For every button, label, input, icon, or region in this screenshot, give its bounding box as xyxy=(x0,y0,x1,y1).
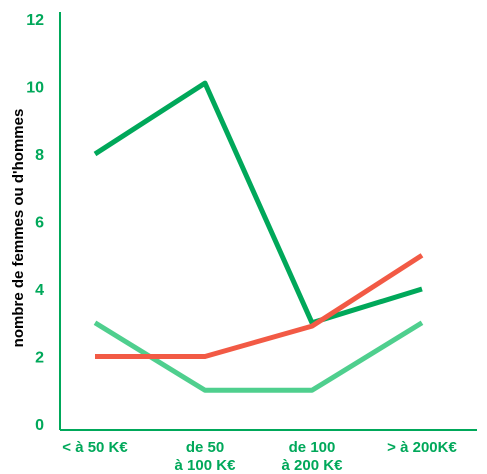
x-tick-label-line: de 50 xyxy=(186,439,224,456)
x-tick-label-line: < à 50 K€ xyxy=(62,439,128,456)
x-tick-label: de 100 à 200 K€ xyxy=(282,439,344,474)
x-tick-label: de 50 à 100 K€ xyxy=(175,439,237,474)
series-line-1 xyxy=(93,80,423,326)
y-tick-label: 0 xyxy=(35,417,44,434)
x-tick-label: < à 50 K€ xyxy=(62,439,128,456)
x-tick-label: > à 200K€ xyxy=(387,439,457,456)
x-tick-labels: < à 50 K€ de 50 à 100 K€ de 100 à 200 K€ > à … xyxy=(62,439,457,474)
y-tick-label: 8 xyxy=(35,147,44,164)
y-tick-label: 4 xyxy=(35,282,44,299)
y-axis-label: nombre de femmes ou d'hommes xyxy=(10,109,27,348)
x-tick-label-line: de 100 xyxy=(289,439,336,456)
x-tick-label-line: à 100 K€ xyxy=(175,457,237,474)
y-tick-label: 10 xyxy=(26,80,44,97)
y-tick-labels: 0 2 4 6 8 10 12 xyxy=(26,12,44,434)
y-tick-label: 12 xyxy=(26,12,44,29)
axes xyxy=(59,12,477,431)
y-tick-label: 2 xyxy=(35,350,44,367)
series-lines xyxy=(93,80,424,393)
series-line-3 xyxy=(95,253,424,359)
x-tick-label-line: > à 200K€ xyxy=(387,439,457,456)
x-tick-label-line: à 200 K€ xyxy=(282,457,344,474)
y-tick-label: 6 xyxy=(35,215,44,232)
